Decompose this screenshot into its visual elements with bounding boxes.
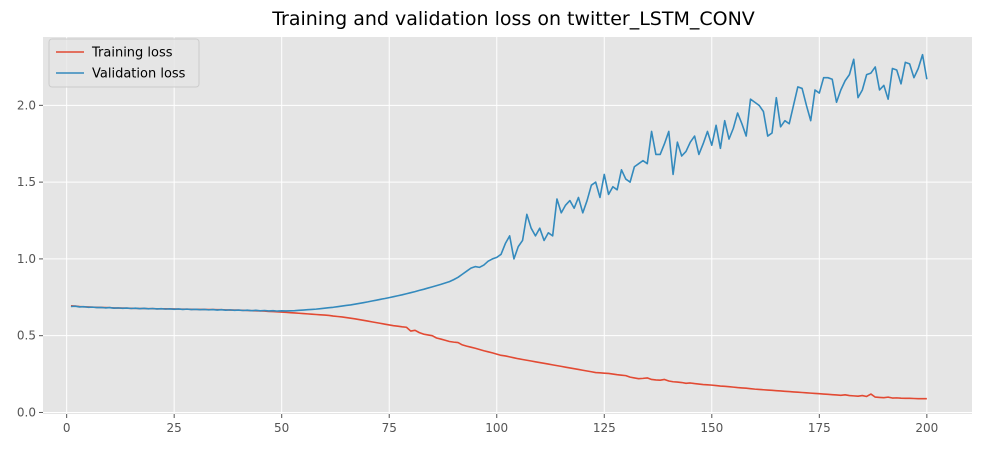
x-tick-label: 50: [274, 421, 289, 435]
x-tick-label: 100: [485, 421, 508, 435]
grid: [43, 37, 972, 414]
series-line-validation-loss: [70, 53, 928, 312]
legend-label-validation-loss: Validation loss: [92, 67, 186, 82]
x-tick-label: 150: [700, 421, 723, 435]
y-tick-label: 2.0: [17, 98, 36, 112]
y-tick-label: 0.0: [17, 405, 36, 419]
y-tick-label: 1.0: [17, 252, 36, 266]
series-lines: [70, 53, 928, 400]
plot-area: [43, 37, 972, 414]
x-tick-label: 200: [915, 421, 938, 435]
x-tick-label: 0: [63, 421, 71, 435]
x-tick-label: 25: [167, 421, 182, 435]
x-tick-label: 75: [382, 421, 397, 435]
legend-box: [48, 38, 200, 88]
y-tick-label: 0.5: [17, 329, 36, 343]
x-tick-label: 175: [808, 421, 831, 435]
chart-title: Training and validation loss on twitter_…: [271, 8, 755, 30]
y-tick-label: 1.5: [17, 175, 36, 189]
legend: Training loss Validation loss: [48, 38, 200, 88]
axis-ticks: 0 25 50 75 100 125 150 175 200 0.0 0.5 1.0 1.5 2.0: [17, 98, 938, 435]
legend-label-training-loss: Training loss: [91, 46, 173, 61]
x-tick-label: 125: [593, 421, 616, 435]
